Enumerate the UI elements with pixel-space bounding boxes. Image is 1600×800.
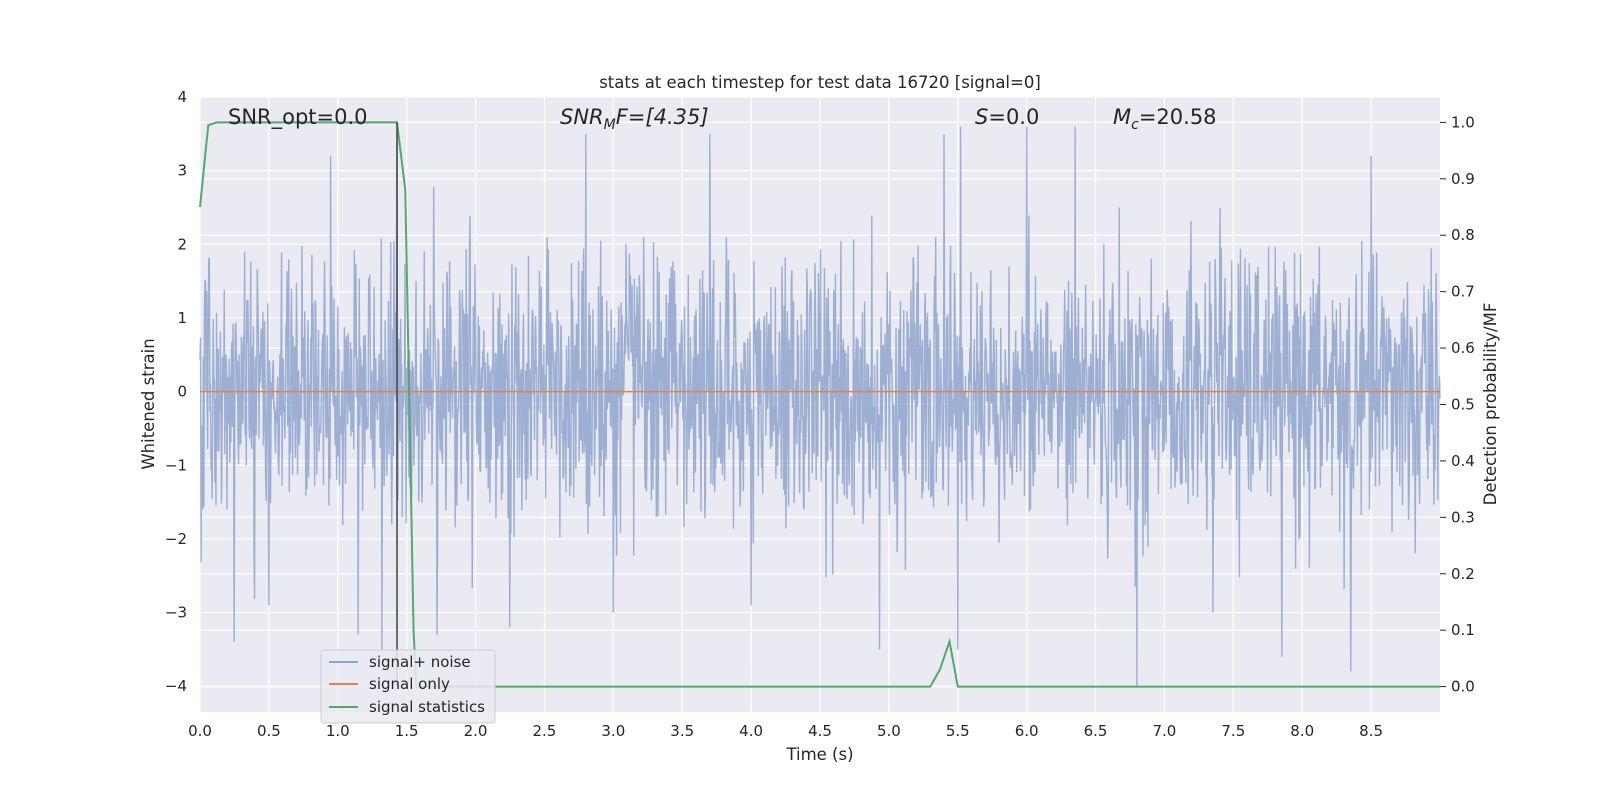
chart-title: stats at each timestep for test data 167… (599, 73, 1041, 92)
y-left-tick-label-1: 3 (177, 162, 187, 180)
y-right-tick-label-2: 0.8 (1451, 226, 1475, 244)
y-left-axis-ticks: 4 3 2 1 0 −1 −2 −3 −4 (165, 88, 187, 695)
y-left-tick-label-6: −2 (165, 530, 187, 548)
y-right-tick-label-8: 0.2 (1451, 565, 1475, 583)
series-signal-noise (199, 126, 1441, 687)
legend-label-statistics: signal statistics (369, 698, 485, 716)
y-right-tick-label-3: 0.7 (1451, 283, 1475, 301)
x-tick-label-0: 0.0 (188, 722, 212, 740)
annotation-mc: Mc=20.58 (1113, 105, 1217, 133)
y-right-axis-ticks: 1.0 0.9 0.8 0.7 0.6 0.5 0.4 0.3 0.2 0.1 0.0 (1440, 113, 1475, 696)
x-tick-label-14: 7.0 (1153, 722, 1177, 740)
x-tick-label-12: 6.0 (1015, 722, 1039, 740)
x-axis-label: Time (s) (785, 745, 853, 764)
y-right-tick-label-7: 0.3 (1451, 508, 1475, 526)
legend-label-signal-only: signal only (369, 675, 450, 693)
x-axis-ticks: 0.0 0.5 1.0 1.5 2.0 2.5 3.0 3.5 4.0 4.5 5.0 5.5 6.0 6… (188, 722, 1383, 740)
y-left-tick-label-5: −1 (165, 456, 187, 474)
x-tick-label-17: 8.5 (1359, 722, 1383, 740)
x-tick-label-8: 4.0 (739, 722, 763, 740)
x-tick-label-16: 8.0 (1290, 722, 1314, 740)
x-tick-label-11: 5.5 (946, 722, 970, 740)
y-left-axis-label: Whitened strain (139, 338, 158, 469)
x-tick-label-7: 3.5 (670, 722, 694, 740)
y-right-tick-label-4: 0.6 (1451, 339, 1475, 357)
x-tick-label-13: 6.5 (1084, 722, 1108, 740)
y-right-tick-label-6: 0.4 (1451, 452, 1475, 470)
y-right-tick-label-1: 0.9 (1451, 170, 1475, 188)
x-tick-label-1: 0.5 (257, 722, 281, 740)
legend: signal+ noise signal only signal statist… (320, 649, 496, 724)
annotation-s: S=0.0 (975, 105, 1039, 129)
y-right-axis-label: Detection probability/MF (1481, 303, 1500, 506)
statistics-line (199, 121, 1440, 688)
legend-box (320, 649, 496, 724)
y-left-tick-label-8: −4 (165, 677, 187, 695)
y-right-tick-label-9: 0.1 (1451, 621, 1475, 639)
x-tick-label-4: 2.0 (464, 722, 488, 740)
y-right-tick-label-10: 0.0 (1451, 678, 1475, 696)
x-tick-label-10: 5.0 (877, 722, 901, 740)
legend-label-noise: signal+ noise (369, 653, 471, 671)
annotation-snr-mf: SNRMF=[4.35] (560, 105, 709, 133)
series-signal-statistics (199, 121, 1440, 688)
y-left-tick-label-2: 2 (177, 235, 187, 253)
x-tick-label-6: 3.0 (601, 722, 625, 740)
noise-line (199, 126, 1441, 687)
x-tick-label-3: 1.5 (395, 722, 419, 740)
y-left-tick-label-4: 0 (177, 383, 187, 401)
y-right-tick-label-5: 0.5 (1451, 396, 1475, 414)
x-tick-label-5: 2.5 (533, 722, 557, 740)
x-tick-label-9: 4.5 (808, 722, 832, 740)
x-tick-label-15: 7.5 (1221, 722, 1245, 740)
y-left-tick-label-0: 4 (177, 88, 187, 106)
annotation-snr-opt: SNR_opt=0.0 (228, 105, 368, 130)
y-left-tick-label-7: −3 (165, 604, 187, 622)
x-tick-label-2: 1.0 (326, 722, 350, 740)
y-left-tick-label-3: 1 (177, 309, 187, 327)
y-right-tick-label-0: 1.0 (1451, 113, 1475, 131)
